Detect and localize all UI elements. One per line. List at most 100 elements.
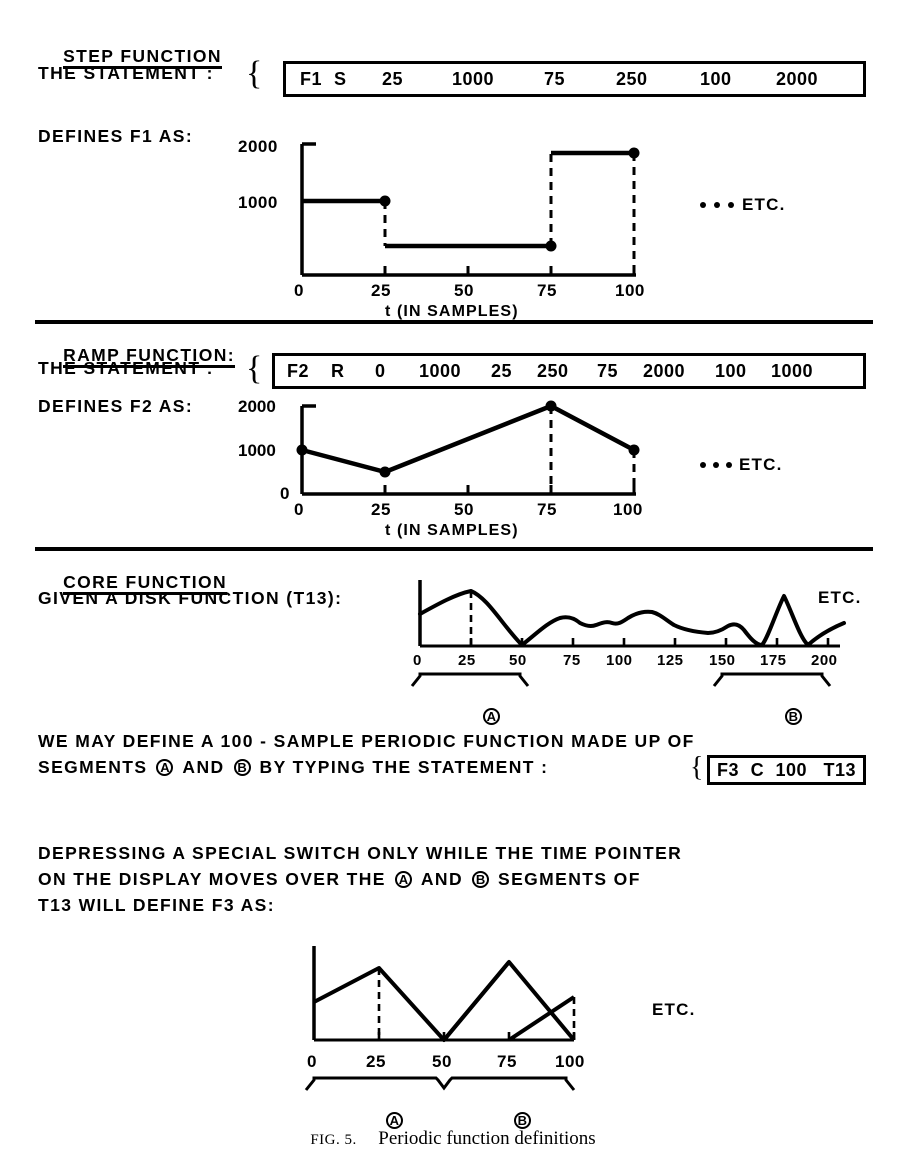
step-defines-label: DEFINES F1 AS: <box>38 126 194 146</box>
ramp-function-chart: 2000 1000 0 <box>238 397 640 503</box>
core-statement-brace: { <box>690 752 704 783</box>
core-paragraph1-line2: SEGMENTS A AND B BY TYPING THE STATEMENT… <box>38 757 549 777</box>
ramp-xtick-0: 0 <box>294 500 304 519</box>
t13-segment-b-badge: B <box>767 688 802 743</box>
ramp-marker-75 <box>545 400 557 412</box>
core-statement-box[interactable]: F3 C 100 T13 <box>707 755 866 785</box>
t13-xtick-175: 175 <box>760 652 787 669</box>
figure-caption-number: FIG. 5. <box>310 1132 357 1148</box>
ramp-statement-brace: { <box>246 350 263 387</box>
t13-xtick-100: 100 <box>606 652 633 669</box>
figure-caption: FIG. 5. Periodic function definitions <box>0 1128 906 1150</box>
t13-xtick-25: 25 <box>458 652 476 669</box>
ramp-statement-label: THE STATEMENT : <box>38 358 214 378</box>
f3-xtick-75: 75 <box>497 1052 517 1071</box>
f3-x-ticks <box>312 1032 576 1040</box>
etc-dot-icon <box>728 202 734 208</box>
step-etc-group: ETC. <box>700 195 786 215</box>
t13-bracket-a <box>410 672 530 687</box>
core-paragraph2-line2: ON THE DISPLAY MOVES OVER THE A AND B SE… <box>38 869 641 889</box>
core-paragraph2-line1: DEPRESSING A SPECIAL SWITCH ONLY WHILE T… <box>38 843 683 863</box>
f3-etc-label: ETC. <box>652 1000 696 1019</box>
ramp-ytick-0: 0 <box>280 484 289 503</box>
ramp-xtick-25: 25 <box>371 500 391 519</box>
step-xtick-50: 50 <box>454 281 474 300</box>
step-xaxis-label: t (IN SAMPLES) <box>385 303 519 320</box>
f3-xtick-50: 50 <box>432 1052 452 1071</box>
step-function-chart: 2000 1000 <box>238 137 640 277</box>
core-paragraph1-line1: WE MAY DEFINE A 100 - SAMPLE PERIODIC FU… <box>38 731 695 751</box>
ramp-xtick-100: 100 <box>613 500 643 519</box>
t13-segment-a-badge: A <box>465 688 500 743</box>
t13-xtick-0: 0 <box>413 652 422 669</box>
f3-segment-b-badge: B <box>496 1092 531 1147</box>
ramp-xaxis-label: t (IN SAMPLES) <box>385 522 519 539</box>
ramp-marker-100 <box>628 444 640 456</box>
step-xtick-75: 75 <box>537 281 557 300</box>
ramp-defines-label: DEFINES F2 AS: <box>38 396 194 416</box>
f3-segment-brackets <box>304 1076 576 1091</box>
ramp-etc-group: ETC. <box>700 455 783 475</box>
step-statement-box[interactable]: F1 S 25 1000 75 250 100 2000 <box>283 61 866 97</box>
t13-xtick-200: 200 <box>811 652 838 669</box>
step-function-heading: STEP FUNCTION <box>38 30 222 87</box>
etc-dot-icon <box>726 462 732 468</box>
f3-bracket-ab <box>304 1076 576 1091</box>
ramp-statement-box[interactable]: F2 R 0 1000 25 250 75 2000 100 1000 <box>272 353 866 389</box>
ramp-polyline <box>301 403 636 475</box>
etc-dot-icon <box>700 202 706 208</box>
f3-tail <box>507 995 576 1042</box>
ramp-marker-0 <box>296 444 308 456</box>
f3-xtick-100: 100 <box>555 1052 585 1071</box>
step-ytick-2000: 2000 <box>238 137 278 156</box>
f3-rise-b <box>442 960 511 1042</box>
segment-b-badge: B <box>472 871 490 889</box>
ramp-ytick-1000: 1000 <box>238 441 276 460</box>
t13-xtick-50: 50 <box>509 652 527 669</box>
section-divider-1 <box>35 320 873 324</box>
segment-b-badge: B <box>233 759 251 777</box>
ramp-xtick-50: 50 <box>454 500 474 519</box>
core-function-heading: CORE FUNCTION <box>38 556 228 613</box>
step-marker-25 <box>379 195 391 207</box>
segment-a-badge: A <box>394 871 412 889</box>
step-x-ticks <box>300 266 636 275</box>
step-ytick-1000: 1000 <box>238 193 278 212</box>
core-given-label: GIVEN A DISK FUNCTION (T13): <box>38 588 343 608</box>
section-divider-2 <box>35 547 873 551</box>
etc-dot-icon <box>713 462 719 468</box>
t13-xtick-75: 75 <box>563 652 581 669</box>
periodic-function-F3-chart <box>312 946 576 1042</box>
etc-dot-icon <box>700 462 706 468</box>
ramp-x-ticks <box>300 485 636 494</box>
step-etc-label: ETC. <box>742 195 786 214</box>
step-marker-75 <box>545 240 557 252</box>
ramp-etc-label: ETC. <box>739 455 783 474</box>
figure-caption-text: Periodic function definitions <box>378 1128 596 1149</box>
step-xtick-100: 100 <box>615 281 645 300</box>
ramp-ytick-2000: 2000 <box>238 397 276 416</box>
step-marker-100 <box>628 147 640 159</box>
t13-segment-brackets <box>410 672 832 687</box>
etc-dot-icon <box>714 202 720 208</box>
f3-waveform-main <box>313 960 576 1042</box>
step-y-axis <box>300 142 316 275</box>
f3-xtick-25: 25 <box>366 1052 386 1071</box>
step-statement-label: THE STATEMENT : <box>38 63 214 83</box>
t13-bracket-b <box>712 672 832 687</box>
step-xtick-0: 0 <box>294 281 304 300</box>
step-statement-brace: { <box>246 55 263 92</box>
f3-segment-a-badge: A <box>368 1092 403 1147</box>
disk-function-T13-chart <box>418 580 846 648</box>
ramp-function-heading: RAMP FUNCTION: <box>38 329 235 386</box>
t13-waveform <box>418 589 846 647</box>
t13-xtick-125: 125 <box>657 652 684 669</box>
core-etc-label: ETC. <box>818 588 862 607</box>
step-xtick-25: 25 <box>371 281 391 300</box>
t13-xtick-150: 150 <box>709 652 736 669</box>
ramp-marker-25 <box>379 466 391 478</box>
f3-xtick-0: 0 <box>307 1052 317 1071</box>
ramp-xtick-75: 75 <box>537 500 557 519</box>
segment-a-badge: A <box>156 759 174 777</box>
